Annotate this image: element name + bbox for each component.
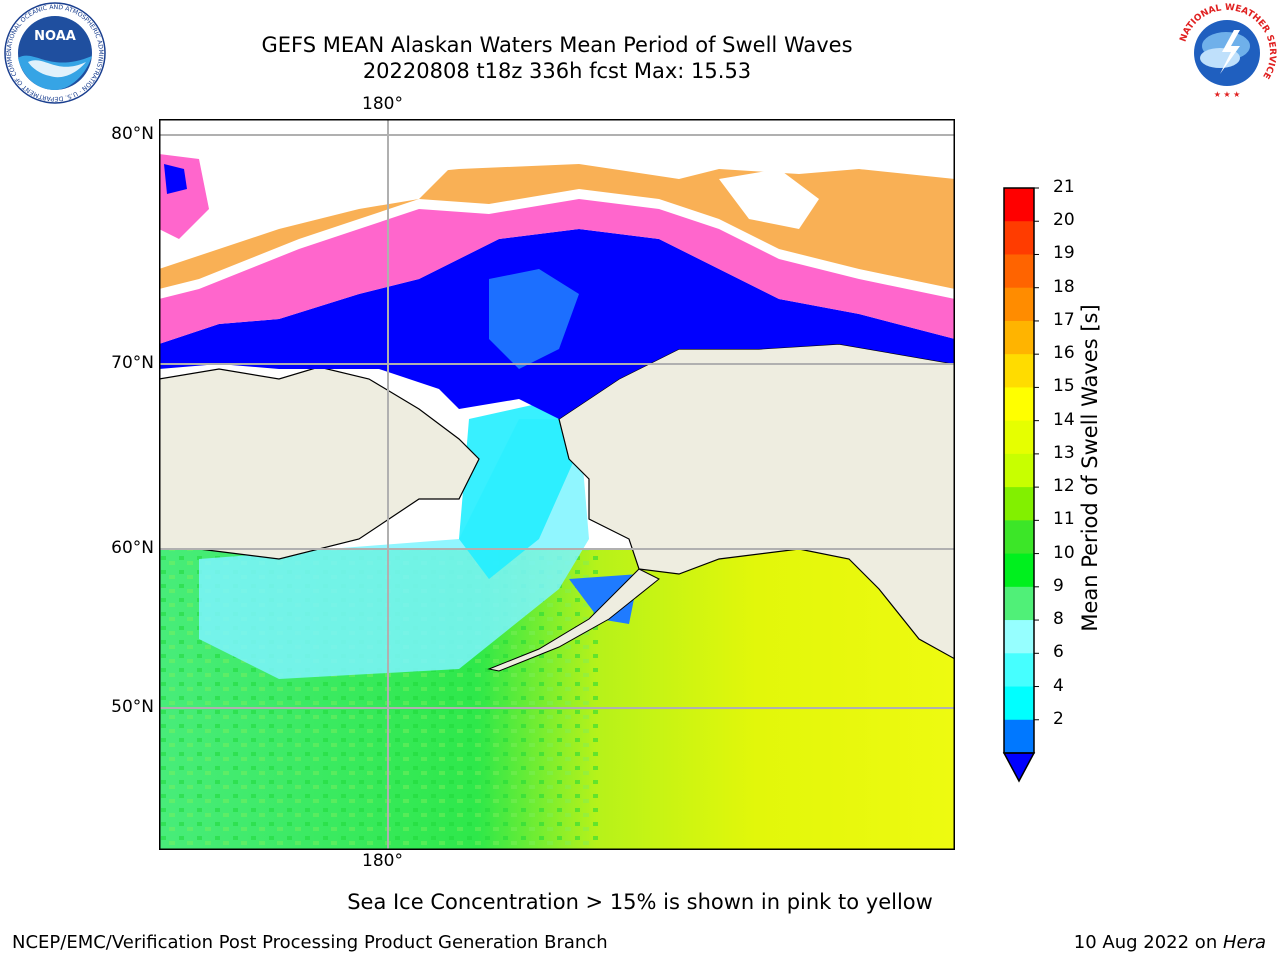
colorbar-segment [1004,653,1034,688]
colorbar-tick-label: 8 [1053,609,1064,630]
colorbar-segment [1004,354,1034,388]
graticule [159,119,955,850]
colorbar-segment [1004,553,1034,588]
colorbar-segment [1004,686,1034,721]
colorbar-tick-label: 12 [1053,476,1075,497]
chart-subtitle: 20220808 t18z 336h fcst Max: 15.53 [362,59,752,83]
lon-label-bottom: 180° [362,851,403,871]
footer-machine: Hera [1222,932,1266,953]
colorbar-segment [1004,487,1034,521]
colorbar-tick-label: 6 [1053,642,1064,663]
colorbar-tick-label: 10 [1053,542,1075,563]
colorbar-segment [1004,320,1034,355]
colorbar-tick-label: 11 [1053,509,1075,530]
footer-date: 10 Aug 2022 on [1073,932,1223,953]
colorbar-tick-label: 17 [1053,309,1075,330]
colorbar-segment [1004,287,1034,322]
lat-label-60n: 60°N [111,538,154,558]
lat-label-50n: 50°N [111,697,154,717]
footer-right: 10 Aug 2022 on Hera [1074,932,1266,953]
colorbar-segment [1004,420,1034,455]
nws-logo: NATIONAL WEATHER SERVICE ★ ★ ★ [1176,2,1278,104]
sea-ice-caption: Sea Ice Concentration > 15% is shown in … [347,890,933,914]
colorbar-segment [1004,221,1034,255]
colorbar-tick-label: 9 [1053,575,1064,596]
colorbar-under-arrow [1002,752,1036,783]
colorbar-tick-label: 18 [1053,276,1075,297]
colorbar-segment [1004,188,1034,222]
footer-left: NCEP/EMC/Verification Post Processing Pr… [12,932,608,953]
swell-period-map [159,119,955,850]
lat-label-80n: 80°N [111,124,154,144]
chart-title: GEFS MEAN Alaskan Waters Mean Period of … [261,33,853,57]
colorbar-tick-label: 19 [1053,243,1075,264]
colorbar-segment [1004,387,1034,422]
colorbar-tick-label: 2 [1053,708,1064,729]
colorbar-tick-label: 4 [1053,675,1064,696]
colorbar-tick-label: 13 [1053,442,1075,463]
colorbar-segment [1004,520,1034,555]
sea-ice-edge [159,199,955,344]
colorbar-segment [1004,620,1034,654]
colorbar-segment [1004,453,1034,488]
colorbar-tick-label: 15 [1053,376,1075,397]
svg-text:★ ★ ★: ★ ★ ★ [1214,90,1241,99]
colorbar-segment [1004,586,1034,621]
noaa-logo: NATIONAL OCEANIC AND ATMOSPHERIC ADMINIS… [2,0,106,104]
lon-label-top: 180° [362,94,403,114]
colorbar-tick-label: 16 [1053,343,1075,364]
noaa-logo-text: NOAA [34,29,76,44]
colorbar-tick-label: 21 [1053,177,1075,197]
colorbar-tick-label: 14 [1053,409,1075,430]
colorbar-segment [1004,719,1034,754]
colorbar-segment [1004,254,1034,289]
colorbar-tick-label: 20 [1053,210,1075,231]
siberia-land [159,366,480,560]
colorbar [1000,186,1040,786]
lat-label-70n: 70°N [111,353,154,373]
colorbar-label: Mean Period of Swell Waves [s] [1078,304,1102,632]
